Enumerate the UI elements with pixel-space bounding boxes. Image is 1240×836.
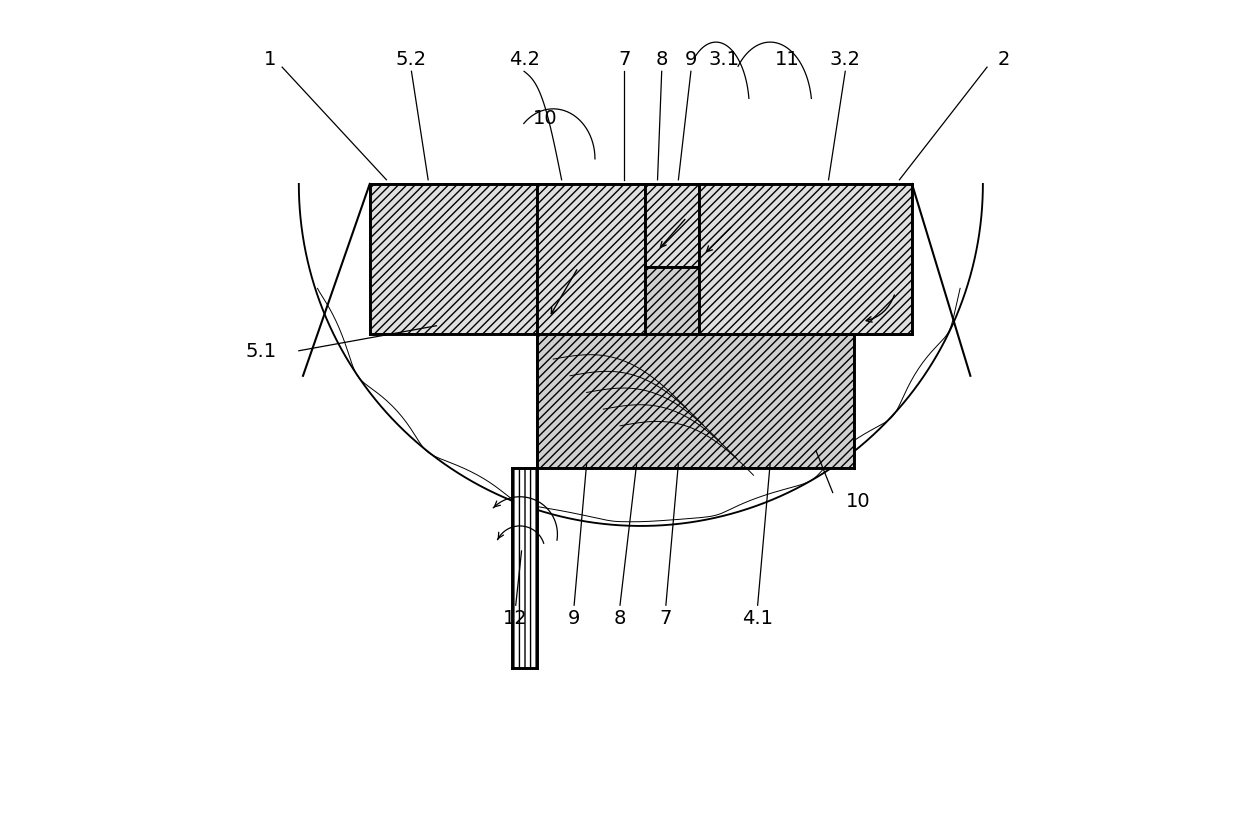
Text: 11: 11	[775, 50, 800, 69]
Text: 5.1: 5.1	[246, 342, 277, 361]
Text: 1: 1	[263, 50, 275, 69]
Bar	[537, 334, 853, 468]
Text: 9: 9	[684, 50, 697, 69]
Text: 9: 9	[568, 609, 580, 628]
Bar	[645, 268, 699, 334]
Text: 12: 12	[503, 609, 528, 628]
Bar	[537, 185, 645, 334]
Text: 4.1: 4.1	[743, 609, 774, 628]
Text: 2: 2	[997, 50, 1009, 69]
Text: 3.2: 3.2	[830, 50, 861, 69]
Text: 10: 10	[846, 492, 870, 511]
Text: 8: 8	[614, 609, 626, 628]
Text: 4.2: 4.2	[508, 50, 539, 69]
Bar	[645, 185, 699, 268]
Bar	[699, 185, 911, 334]
Text: 7: 7	[660, 609, 672, 628]
Text: 5.2: 5.2	[396, 50, 427, 69]
Bar	[370, 185, 537, 334]
Text: 8: 8	[656, 50, 668, 69]
Text: 10: 10	[533, 109, 557, 128]
Text: 7: 7	[618, 50, 630, 69]
Bar	[512, 468, 537, 668]
Text: 3.1: 3.1	[709, 50, 740, 69]
